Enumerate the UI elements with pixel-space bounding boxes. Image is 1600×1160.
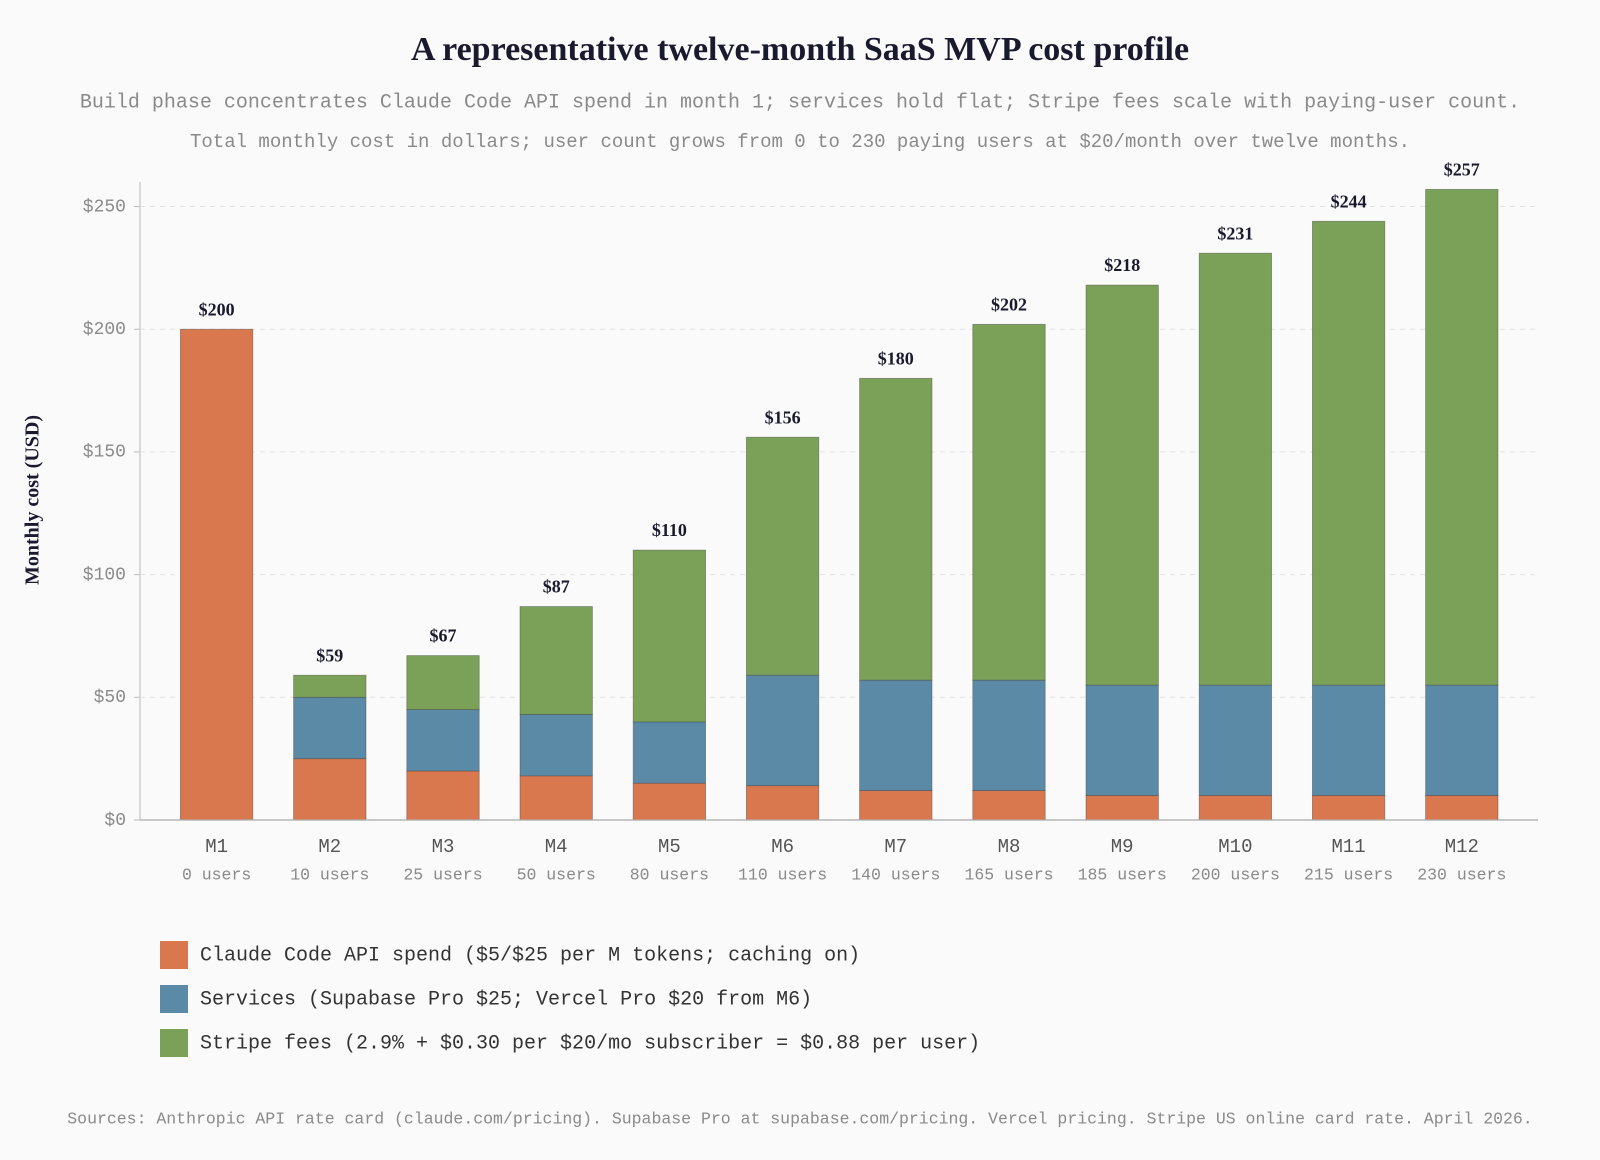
bar-segment (293, 758, 367, 821)
bar-segment (1425, 684, 1499, 796)
chart-subtitle: Build phase concentrates Claude Code API… (80, 91, 1520, 114)
bar-segment (972, 790, 1046, 821)
y-tick-label: $100 (83, 565, 126, 585)
x-tick-sublabel: 215 users (1304, 865, 1393, 884)
x-tick-label: M10 (1218, 836, 1252, 858)
chart-title: A representative twelve-month SaaS MVP c… (411, 31, 1189, 68)
total-label: $231 (1217, 223, 1253, 243)
bar-segment (1425, 795, 1499, 821)
x-tick-label: M4 (545, 836, 568, 858)
bar-segment (519, 775, 593, 821)
x-tick-sublabel: 25 users (403, 865, 482, 884)
bar-segment (972, 679, 1046, 791)
bar-segment (406, 709, 480, 772)
chart-subtitle: Total monthly cost in dollars; user coun… (190, 131, 1410, 153)
bar-segment (859, 790, 933, 821)
y-tick-label: $250 (83, 197, 126, 217)
x-tick-label: M6 (771, 836, 794, 858)
x-tick-label: M11 (1331, 836, 1365, 858)
legend-swatch (160, 1029, 188, 1057)
total-label: $87 (543, 577, 570, 597)
x-tick-label: M7 (884, 836, 907, 858)
total-label: $180 (878, 348, 914, 368)
x-tick-sublabel: 140 users (851, 865, 940, 884)
bar-segment (1198, 684, 1273, 796)
total-label: $67 (430, 626, 457, 646)
bar-segment (1198, 252, 1273, 686)
x-tick-sublabel: 185 users (1078, 865, 1167, 884)
bar-segment (179, 328, 254, 821)
bar-segment (1085, 795, 1159, 821)
bar-segment (972, 323, 1046, 681)
y-axis-label: Monthly cost (USD) (22, 415, 44, 585)
legend-label: Stripe fees (2.9% + $0.30 per $20/mo sub… (200, 1032, 980, 1055)
x-tick-label: M2 (318, 836, 341, 858)
y-tick-label: $0 (104, 811, 126, 831)
bar-segment (406, 770, 480, 821)
bar-segment (519, 606, 593, 715)
total-label: $202 (991, 294, 1027, 314)
x-tick-label: M1 (205, 836, 228, 858)
x-tick-sublabel: 110 users (738, 865, 827, 884)
x-tick-sublabel: 50 users (517, 865, 596, 884)
total-label: $244 (1331, 191, 1367, 211)
bar-segment (293, 696, 367, 760)
x-tick-sublabel: 200 users (1191, 865, 1280, 884)
total-label: $110 (652, 520, 687, 540)
bar-segment (406, 655, 480, 710)
x-tick-sublabel: 230 users (1417, 865, 1506, 884)
legend-swatch (160, 985, 188, 1013)
x-tick-label: M8 (998, 836, 1021, 858)
bar-segment (1311, 795, 1386, 821)
y-tick-label: $50 (94, 688, 126, 708)
bar-segment (1311, 684, 1386, 796)
x-tick-sublabel: 80 users (630, 865, 709, 884)
bar-segment (632, 549, 707, 723)
x-tick-label: M5 (658, 836, 681, 858)
legend-swatch (160, 941, 188, 969)
bar-segment (745, 785, 820, 821)
bar-segment (1425, 188, 1499, 686)
x-tick-sublabel: 165 users (964, 865, 1053, 884)
bar-segment (1085, 684, 1159, 796)
x-tick-sublabel: 0 users (182, 865, 251, 884)
y-tick-label: $150 (83, 443, 126, 463)
bar-segment (1311, 220, 1386, 686)
x-tick-label: M3 (432, 836, 455, 858)
total-label: $156 (765, 407, 801, 427)
x-tick-label: M9 (1111, 836, 1134, 858)
legend-label: Claude Code API spend ($5/$25 per M toke… (200, 944, 860, 967)
bar-segment (519, 714, 593, 777)
bar-segment (859, 377, 933, 681)
x-tick-label: M12 (1445, 836, 1479, 858)
y-tick-label: $200 (83, 320, 126, 340)
bar-segment (632, 721, 707, 784)
bar-segment (745, 674, 820, 787)
bar-segment (632, 782, 707, 821)
total-label: $218 (1104, 255, 1140, 275)
x-tick-sublabel: 10 users (290, 865, 369, 884)
source-note: Sources: Anthropic API rate card (claude… (67, 1109, 1532, 1128)
legend-label: Services (Supabase Pro $25; Vercel Pro $… (200, 988, 812, 1011)
total-label: $200 (199, 299, 235, 319)
bar-segment (1085, 284, 1159, 686)
bar-segment (293, 674, 367, 698)
bar-segment (1198, 795, 1273, 821)
total-label: $59 (316, 645, 343, 665)
bar-segment (859, 679, 933, 791)
bar-segment (745, 436, 820, 676)
total-label: $257 (1444, 159, 1480, 179)
